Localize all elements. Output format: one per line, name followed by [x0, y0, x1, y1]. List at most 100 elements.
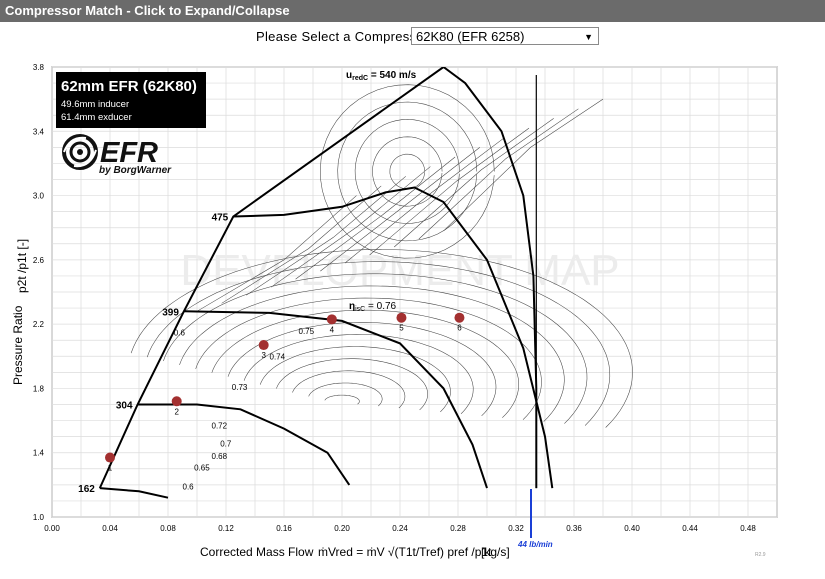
x-axis-formula: ṁVred = ṁV √(T1t/Tref) pref /p1t [318, 545, 492, 559]
operating-point-marker [326, 314, 337, 325]
version-label: R2.9 [755, 552, 766, 558]
efficiency-contour-line [196, 195, 357, 312]
efficiency-contour-line [221, 185, 382, 304]
efficiency-contour-line [354, 119, 460, 224]
efr-logo-text: EFR [100, 137, 158, 169]
efficiency-contour-line [308, 382, 383, 407]
efficiency-label: 0.7 [220, 439, 232, 448]
efficiency-contour-line [320, 84, 495, 259]
y-tick-label: 3.4 [33, 127, 45, 136]
efficiency-contour-line [418, 108, 579, 240]
speed-line-label: 399 [162, 307, 179, 318]
efficiency-contour-line [211, 309, 519, 418]
y-tick-label: 1.8 [33, 384, 45, 393]
operating-point-label: 2 [174, 407, 179, 416]
speed-line [233, 186, 554, 489]
efficiency-label: 0.74 [270, 353, 286, 362]
chart-grid [51, 66, 778, 518]
efficiency-contour-line [246, 176, 406, 296]
x-tick-label: 0.12 [218, 524, 234, 533]
operating-point-marker [396, 312, 407, 323]
compressor-selector-row: Please Select a Compressor 62K80 (EFR 62… [0, 27, 825, 47]
efficiency-contour-line [320, 147, 480, 272]
x-tick-label: 0.08 [160, 524, 176, 533]
x-tick-label: 0.24 [392, 524, 408, 533]
operating-point-label: 4 [330, 325, 335, 334]
speed-line [137, 403, 351, 486]
flow-marker-label: 44 lb/min [517, 540, 553, 549]
operating-point-marker [454, 312, 465, 323]
compressor-select[interactable]: 62K80 (EFR 6258) ▼ [411, 27, 599, 45]
compressor-select-label: Please Select a Compressor [256, 29, 429, 44]
badge-exducer: 61.4mm exducer [61, 112, 132, 123]
efficiency-label: 0.75 [299, 327, 315, 336]
y-tick-label: 3.0 [33, 192, 45, 201]
efr-badge: 62mm EFR (62K80) 49.6mm inducer 61.4mm e… [56, 72, 206, 176]
efficiency-contour-line [243, 334, 474, 414]
y-axis-title: Pressure Ratio [11, 305, 25, 385]
x-tick-label: 0.36 [566, 524, 582, 533]
compressor-select-value: 62K80 (EFR 6258) [416, 29, 525, 44]
axis-ticks: 0.00 0.04 0.08 0.12 0.16 0.20 0.24 0.28 0.32 0.36… [33, 63, 756, 533]
operating-point-label: 1 [108, 464, 113, 473]
y-tick-label: 1.4 [33, 449, 45, 458]
efficiency-contour-line [295, 156, 456, 280]
efficiency-contour-line [130, 249, 633, 428]
x-axis-unit: [kg/s] [481, 545, 510, 559]
efficiency-label: 0.68 [212, 452, 228, 461]
efficiency-label: 0.6 [174, 328, 186, 337]
y-tick-label: 2.2 [33, 320, 45, 329]
efficiency-contour-line [369, 127, 530, 256]
efficiency-contour-line [195, 297, 542, 420]
efficiency-contour-line [372, 136, 443, 207]
operating-point-marker [258, 340, 269, 351]
operating-point-label: 3 [261, 351, 266, 360]
operating-point-label: 5 [399, 324, 404, 333]
y-axis-formula: p2t /p1t [-] [15, 239, 29, 293]
speed-line-label: 475 [212, 212, 229, 223]
efficiency-contour-line [270, 166, 431, 288]
operating-point-marker [171, 396, 182, 407]
efficiency-contour-line [394, 118, 554, 248]
speed-line-label: 162 [78, 484, 95, 495]
efficiency-contour-line [337, 101, 478, 242]
efficiency-contours [130, 84, 633, 428]
efficiency-contour-line [276, 358, 428, 411]
y-tick-label: 3.8 [33, 63, 45, 72]
x-axis-title: Corrected Mass Flow [200, 545, 314, 559]
badge-inducer: 49.6mm inducer [61, 99, 129, 110]
efficiency-label: 0.73 [232, 383, 248, 392]
operating-point-marker [105, 452, 115, 463]
badge-title: 62mm EFR (62K80) [61, 78, 197, 95]
swirl-logo-icon [62, 134, 98, 170]
x-tick-label: 0.48 [740, 524, 756, 533]
dropdown-arrow-icon[interactable]: ▼ [584, 32, 593, 42]
efficiency-label: 0.65 [194, 463, 210, 472]
x-tick-label: 0.20 [334, 524, 350, 533]
speed-line [99, 487, 169, 499]
operating-point-label: 6 [457, 324, 462, 333]
x-tick-label: 0.44 [682, 524, 698, 533]
x-tick-label: 0.00 [44, 524, 60, 533]
x-tick-label: 0.40 [624, 524, 640, 533]
efficiency-contour-line [443, 98, 604, 232]
efficiency-contour-line [292, 370, 406, 409]
efficiency-contour-line [389, 153, 425, 190]
efficiency-annotation: ηisC = 0.76 [349, 301, 397, 313]
efficiency-contour-line [344, 137, 505, 264]
efficiency-contour-line [259, 346, 451, 413]
efficiency-label: 0.6 [183, 483, 195, 492]
speed-line [183, 310, 488, 489]
efficiency-contour-line [163, 273, 588, 424]
speed-line-annotation: uredC = 540 m/s [346, 70, 417, 82]
x-tick-label: 0.16 [276, 524, 292, 533]
x-tick-label: 0.28 [450, 524, 466, 533]
efficiency-label: 0.72 [212, 422, 228, 431]
efr-logo-sub: by BorgWarner [99, 165, 172, 176]
efficiency-contour-line [324, 394, 360, 405]
efficiency-contour-line [146, 261, 611, 426]
y-tick-label: 1.0 [33, 513, 45, 522]
panel-header-toggle[interactable]: Compressor Match - Click to Expand/Colla… [0, 0, 825, 22]
